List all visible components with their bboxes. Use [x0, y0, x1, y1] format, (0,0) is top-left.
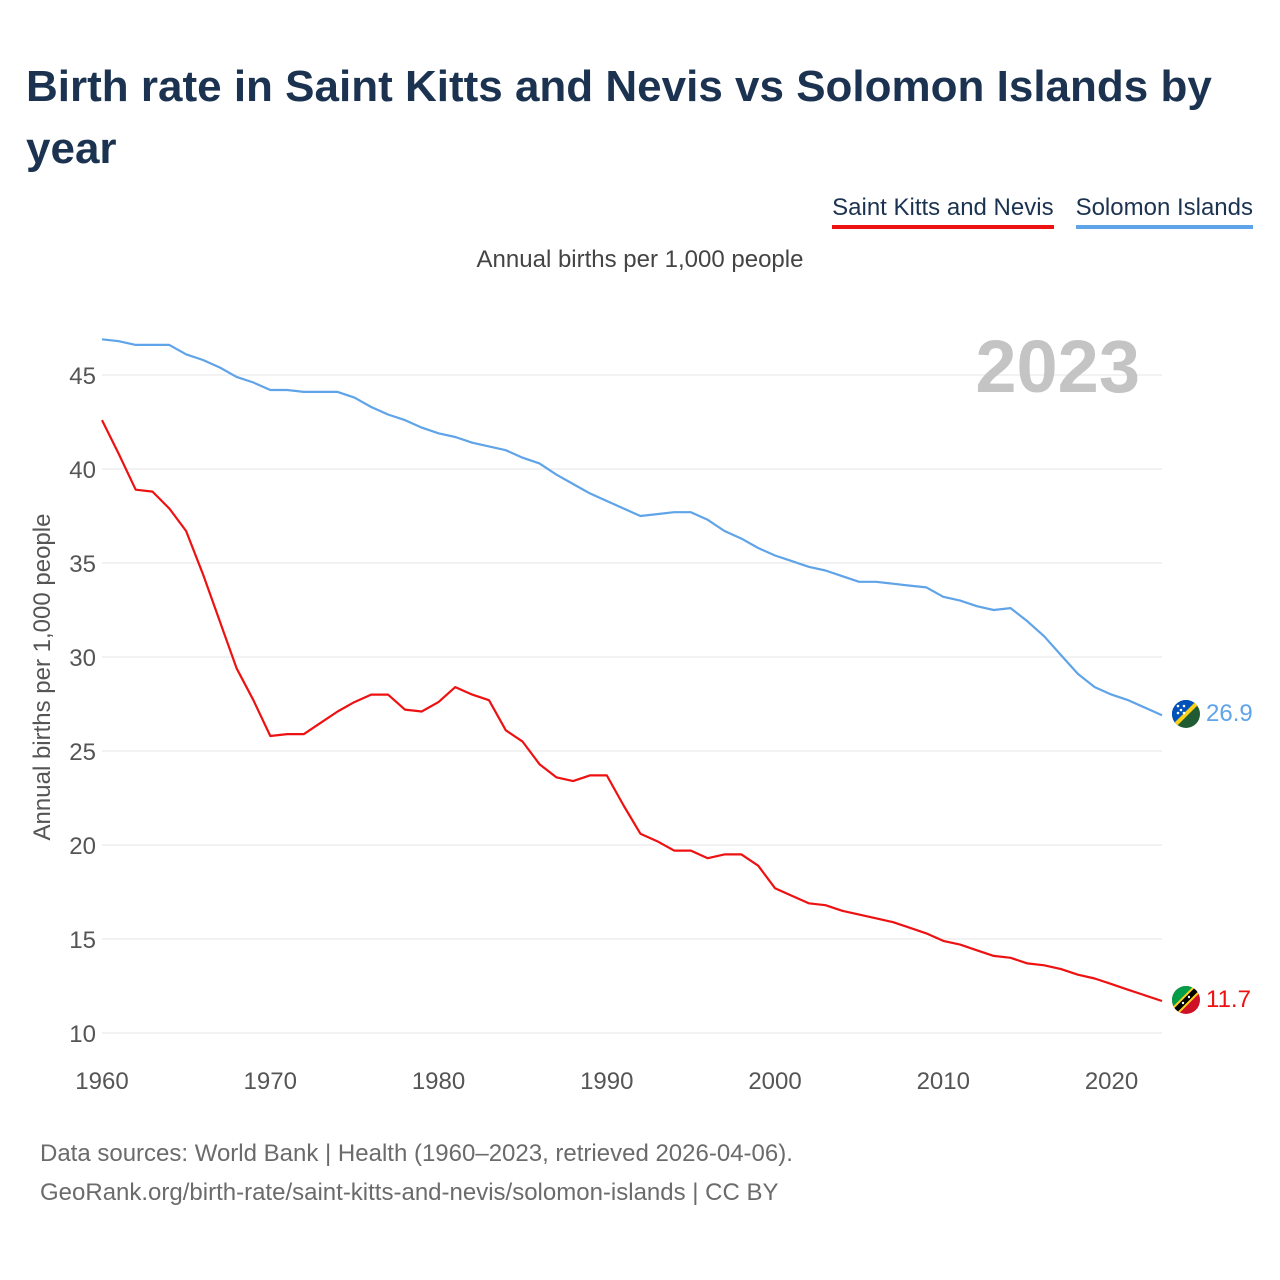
y-tick-label: 20 — [69, 833, 96, 860]
x-tick-label: 1990 — [580, 1068, 633, 1095]
x-tick-label: 1970 — [244, 1068, 297, 1095]
x-axis-ticks: 1960 1970 1980 1990 2000 2010 2020 — [75, 1068, 1138, 1095]
end-label-saint-kitts-and-nevis: 11.7 — [1206, 986, 1251, 1013]
y-tick-label: 10 — [69, 1021, 96, 1048]
solomon-islands-flag-icon — [1172, 700, 1200, 728]
source-line-1: Data sources: World Bank | Health (1960–… — [40, 1140, 793, 1167]
end-label-solomon-islands: 26.9 — [1206, 700, 1253, 727]
y-tick-label: 15 — [69, 927, 96, 954]
y-tick-label: 35 — [69, 551, 96, 578]
y-tick-label: 30 — [69, 645, 96, 672]
grid-lines — [102, 374, 1162, 1034]
source-line-2[interactable]: GeoRank.org/birth-rate/saint-kitts-and-n… — [40, 1179, 779, 1206]
chart-title: Birth rate in Saint Kitts and Nevis vs S… — [26, 62, 1212, 173]
series-line-solomon-islands[interactable] — [101, 338, 1163, 717]
legend: Saint Kitts and Nevis Solomon Islands — [832, 194, 1253, 229]
chart-subtitle: Annual births per 1,000 people — [476, 246, 804, 273]
y-axis-ticks: 10 15 20 25 30 35 40 45 — [69, 363, 96, 1048]
x-tick-label: 1980 — [412, 1068, 465, 1095]
y-axis-label: Annual births per 1,000 people — [29, 514, 56, 841]
year-watermark: 2023 — [975, 325, 1140, 408]
x-tick-label: 2020 — [1085, 1068, 1138, 1095]
x-tick-label: 1960 — [75, 1068, 128, 1095]
saint-kitts-and-nevis-flag-icon — [1172, 986, 1200, 1014]
x-tick-label: 2000 — [748, 1068, 801, 1095]
legend-item-solomon-islands[interactable]: Solomon Islands — [1075, 194, 1253, 229]
legend-item-saint-kitts-and-nevis[interactable]: Saint Kitts and Nevis — [832, 194, 1054, 229]
x-tick-label: 2010 — [917, 1068, 970, 1095]
y-tick-label: 25 — [69, 739, 96, 766]
y-tick-label: 40 — [69, 457, 96, 484]
series-line-saint-kitts-and-nevis[interactable] — [101, 419, 1163, 1003]
source-note: Data sources: World Bank | Health (1960–… — [40, 1134, 793, 1212]
y-tick-label: 45 — [69, 363, 96, 390]
